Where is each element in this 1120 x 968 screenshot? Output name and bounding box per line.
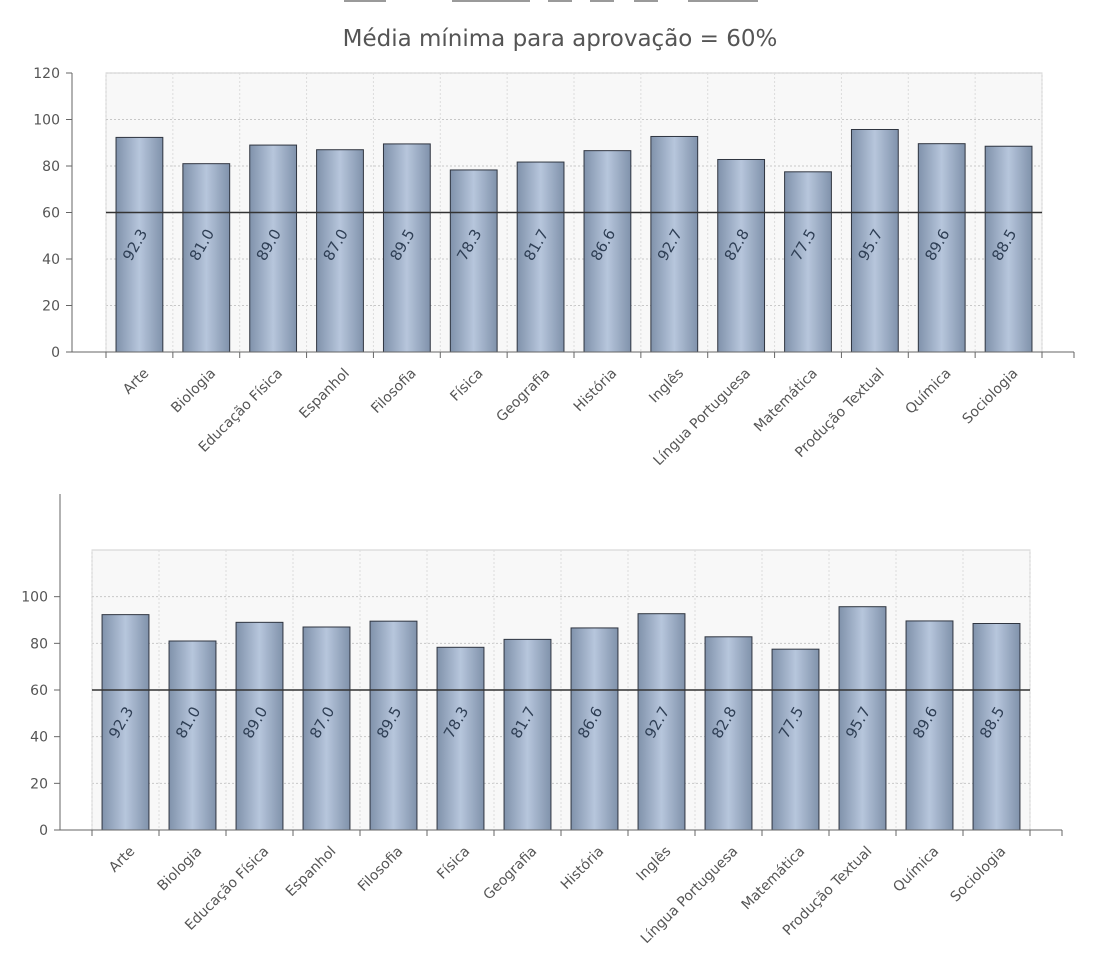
x-category-label: Matemática [739,844,809,914]
bar [302,626,351,831]
bar [436,646,485,831]
bar [984,145,1033,353]
bar [771,648,820,831]
x-category-label: Filosofia [355,844,406,895]
bar [917,143,966,353]
bar [101,614,150,831]
y-tick-label: 60 [30,683,48,699]
x-category-label: Inglês [634,844,675,885]
x-category-label: Sociologia [948,844,1010,906]
y-tick-label: 0 [51,345,60,361]
y-tick-label: 60 [42,206,60,222]
y-tick-label: 20 [42,299,60,315]
bar [704,636,753,831]
top-cropped-strip [0,0,1120,6]
y-tick-label: 100 [33,113,60,129]
bar [972,623,1021,831]
bar [717,158,766,353]
y-tick-label: 0 [39,823,48,839]
y-tick-label: 40 [42,252,60,268]
bar [637,613,686,831]
y-tick-label: 80 [30,636,48,652]
bar [235,621,284,831]
bar [168,640,217,831]
y-tick-label: 120 [33,66,60,82]
bar [249,144,298,353]
x-category-label: Geografia [480,844,540,904]
x-category-label: Física [434,844,473,883]
y-tick-label: 20 [30,776,48,792]
bar [316,149,364,353]
bar [369,620,418,831]
bar [449,169,498,353]
y-tick-label: 40 [30,730,48,746]
bar [650,135,699,353]
y-tick-label: 100 [21,590,48,606]
x-category-label: História [558,844,607,893]
bar [905,620,954,831]
bar [115,136,164,353]
x-category-label: Biologia [155,844,206,895]
bar [182,163,231,353]
x-category-label: Arte [106,844,138,876]
bar [583,150,632,353]
chart-title: Média mínima para aprovação = 60% [342,26,778,52]
bar [570,627,619,831]
bar [503,638,552,831]
x-category-label: Espanhol [283,844,339,900]
bar [838,606,887,831]
bar [516,161,565,353]
bar [382,143,431,353]
x-category-label: Química [890,844,942,896]
y-tick-label: 80 [42,159,60,175]
